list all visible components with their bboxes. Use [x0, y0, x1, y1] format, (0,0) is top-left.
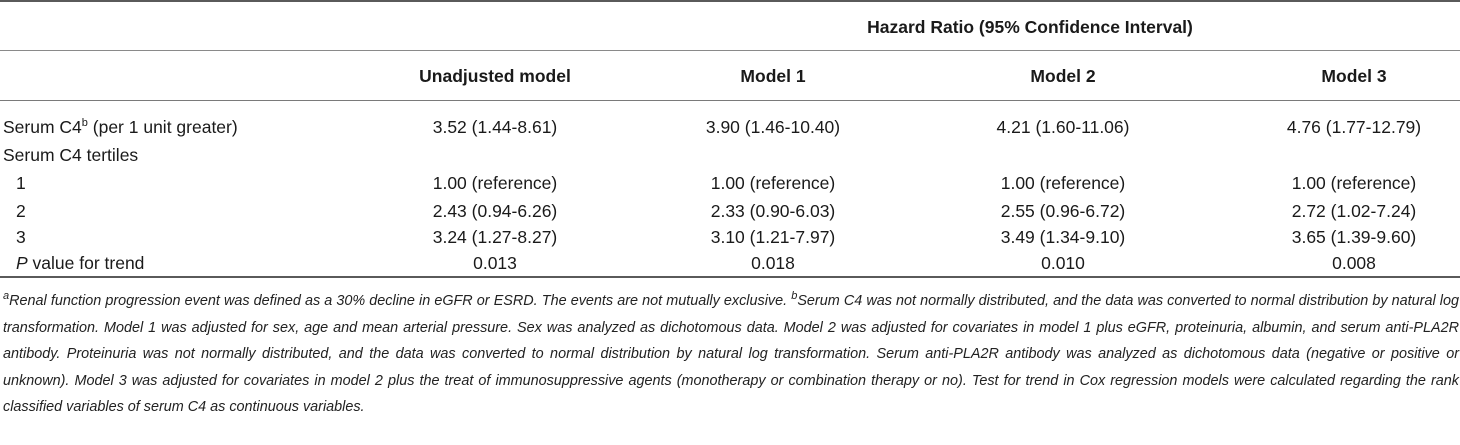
- row-label-tertile-1: 1: [16, 173, 26, 193]
- table-cell: 0.013: [473, 253, 517, 273]
- row-label-p-trend: P value for trend: [16, 253, 144, 273]
- footnote-a-text: Renal function progression event was def…: [9, 293, 792, 309]
- row-label-serum-c4-tertiles: Serum C4 tertiles: [3, 145, 139, 165]
- group-header: Hazard Ratio (95% Confidence Interval): [867, 17, 1193, 37]
- column-header-model-2: Model 2: [1030, 66, 1096, 86]
- row-label-suffix: value for trend: [27, 253, 145, 273]
- table-cell: 3.49 (1.34-9.10): [1000, 227, 1126, 247]
- table-cell: 1.00 (reference): [1000, 173, 1126, 193]
- footnote-marker-a: a: [3, 290, 10, 303]
- table-top-rule: [0, 0, 1460, 2]
- table-cell: 3.24 (1.27-8.27): [432, 227, 558, 247]
- column-header-model-1: Model 1: [740, 66, 806, 86]
- table-cell: 0.008: [1332, 253, 1376, 273]
- table-bottom-rule: [0, 276, 1460, 278]
- table-cell: 2.55 (0.96-6.72): [1000, 201, 1126, 221]
- column-header-model-3: Model 3: [1321, 66, 1387, 86]
- table-cell: 1.00 (reference): [710, 173, 836, 193]
- table-cell: 3.52 (1.44-8.61): [432, 117, 558, 137]
- row-label-tertile-3: 3: [16, 227, 26, 247]
- table-cell: 3.10 (1.21-7.97): [710, 227, 836, 247]
- row-label-suffix: (per 1 unit greater): [87, 117, 238, 137]
- table-cell: 2.72 (1.02-7.24): [1291, 201, 1417, 221]
- table-cell: 4.76 (1.77-12.79): [1286, 117, 1422, 137]
- table-cell: 0.010: [1041, 253, 1085, 273]
- row-label-tertile-2: 2: [16, 201, 26, 221]
- table-cell: 3.90 (1.46-10.40): [705, 117, 841, 137]
- table-footnotes: aRenal function progression event was de…: [3, 288, 1459, 421]
- column-header-unadjusted: Unadjusted model: [419, 66, 571, 86]
- table-cell: 1.00 (reference): [432, 173, 558, 193]
- table-cell: 3.65 (1.39-9.60): [1291, 227, 1417, 247]
- table-cell: 2.33 (0.90-6.03): [710, 201, 836, 221]
- footnote-b-text: Serum C4 was not normally distributed, a…: [3, 293, 1459, 415]
- header-rule: [0, 100, 1460, 101]
- row-label-text: Serum C4: [3, 117, 82, 137]
- table-cell: 0.018: [751, 253, 795, 273]
- row-label-serum-c4: Serum C4b (per 1 unit greater): [3, 117, 238, 137]
- footnote-marker-b: b: [791, 290, 798, 303]
- footnote-marker: b: [81, 117, 88, 130]
- group-header-rule: [0, 50, 1460, 51]
- table-cell: 2.43 (0.94-6.26): [432, 201, 558, 221]
- table-cell: 4.21 (1.60-11.06): [996, 117, 1130, 137]
- p-symbol: P: [16, 253, 28, 273]
- table-cell: 1.00 (reference): [1291, 173, 1417, 193]
